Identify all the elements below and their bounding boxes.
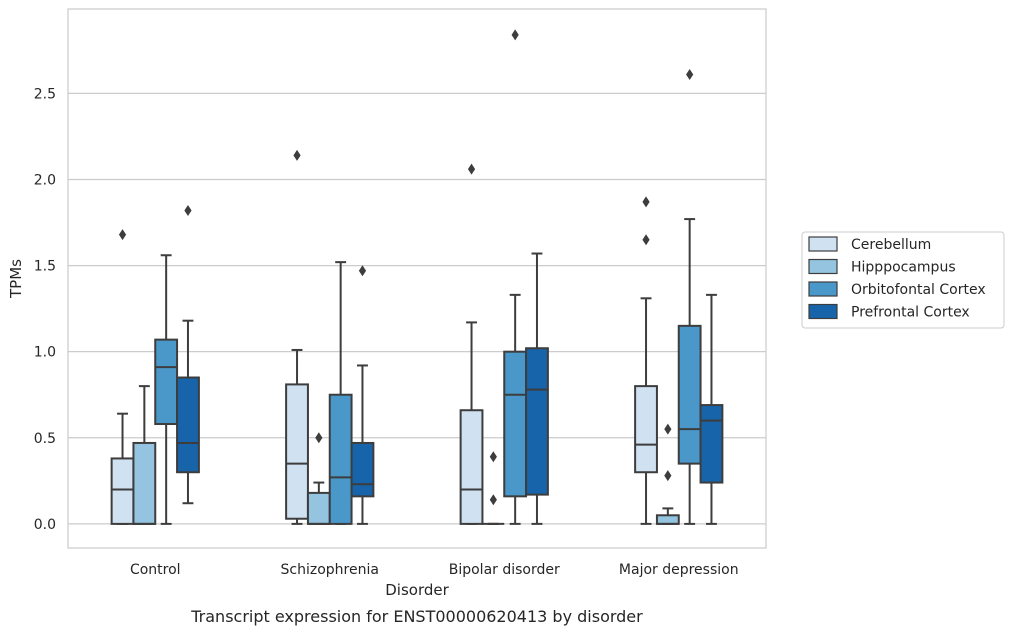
outlier-point — [315, 432, 323, 444]
outlier-point — [293, 149, 301, 161]
box-cerebellum-schizophrenia — [285, 149, 309, 525]
x-tick-label-schizophrenia: Schizophrenia — [281, 562, 379, 578]
box-prefrontal-cortex-major-depression — [699, 293, 724, 525]
outlier-point — [358, 265, 367, 277]
legend-label: Prefrontal Cortex — [851, 305, 970, 321]
y-tick-label: 0.5 — [34, 431, 56, 447]
iqr-box — [176, 376, 200, 474]
legend-item-hipppocampus: Hipppocampus — [808, 258, 956, 276]
legend-item-orbitofontal-cortex: Orbitofontal Cortex — [808, 281, 986, 298]
x-tick-label-bipolar-disorder: Bipolar disorder — [449, 562, 560, 578]
legend: Cerebellum Hipppocampus Orbitofontal Corte… — [801, 231, 1005, 329]
figure-caption: Transcript expression for ENST0000062041… — [190, 607, 643, 626]
box-cerebellum-bipolar-disorder — [459, 163, 484, 525]
box-orbitofontal-cortex-major-depression — [677, 68, 702, 525]
iqr-box — [110, 457, 135, 525]
box-orbitofontal-cortex-schizophrenia — [328, 261, 353, 525]
box-prefrontal-cortex-bipolar-disorder — [525, 252, 549, 525]
x-tick-labels: Control Schizophrenia Bipolar disorder Majo… — [130, 562, 739, 578]
iqr-box — [503, 350, 528, 498]
outlier-point — [489, 494, 497, 506]
plot-frame — [67, 8, 767, 549]
iqr-box — [350, 441, 375, 498]
y-tick-label: 1.5 — [34, 259, 56, 275]
iqr-box — [328, 393, 353, 525]
x-tick-label-major-depression: Major depression — [619, 562, 739, 578]
outlier-point — [664, 470, 672, 482]
box-orbitofontal-cortex-control — [154, 254, 179, 525]
y-tick-label: 0.0 — [34, 517, 56, 533]
legend-label: Cerebellum — [851, 237, 931, 253]
box-cerebellum-major-depression — [634, 196, 658, 525]
y-tick-label: 2.0 — [34, 172, 56, 188]
legend-label: Hipppocampus — [851, 260, 956, 276]
legend-swatch — [808, 258, 838, 275]
y-tick-label: 1.0 — [34, 345, 56, 361]
box-hipppocampus-major-depression — [655, 423, 680, 525]
legend-label: Orbitofontal Cortex — [851, 282, 986, 298]
legend-frame — [801, 231, 1005, 329]
outlier-point — [664, 423, 672, 435]
outlier-point — [642, 234, 650, 246]
box-layer — [110, 29, 724, 525]
iqr-box — [285, 383, 309, 520]
box-hipppocampus-control — [132, 385, 157, 525]
box-hipppocampus-bipolar-disorder — [482, 451, 505, 525]
outlier-point — [511, 29, 519, 41]
x-tick-label-control: Control — [130, 562, 181, 578]
iqr-box — [132, 441, 157, 525]
iqr-box — [699, 404, 724, 484]
outlier-point — [686, 68, 694, 80]
iqr-box — [459, 409, 484, 525]
outlier-point — [467, 163, 476, 175]
iqr-box — [634, 385, 658, 474]
iqr-box — [677, 324, 702, 465]
outlier-point — [184, 204, 192, 216]
legend-items: Cerebellum Hipppocampus Orbitofontal Corte… — [808, 236, 986, 321]
box-cerebellum-control — [110, 229, 135, 525]
legend-item-cerebellum: Cerebellum — [808, 236, 931, 253]
x-axis-label: Disorder — [385, 581, 449, 599]
legend-swatch — [808, 303, 838, 320]
iqr-box — [655, 514, 680, 525]
legend-swatch — [808, 236, 838, 252]
box-prefrontal-cortex-control — [176, 204, 200, 505]
iqr-box — [306, 491, 331, 525]
legend-item-prefrontal-cortex: Prefrontal Cortex — [808, 303, 970, 321]
iqr-box — [154, 338, 179, 426]
outlier-point — [118, 229, 127, 241]
y-tick-label: 2.5 — [34, 86, 56, 102]
iqr-box — [525, 347, 549, 496]
y-axis-label: TPMs — [7, 259, 25, 299]
box-prefrontal-cortex-schizophrenia — [350, 265, 375, 525]
outlier-point — [642, 196, 650, 208]
y-tick-labels: 0.0 0.5 1.0 1.5 2.0 2.5 — [34, 86, 56, 533]
outlier-point — [489, 451, 497, 463]
legend-swatch — [808, 281, 838, 297]
